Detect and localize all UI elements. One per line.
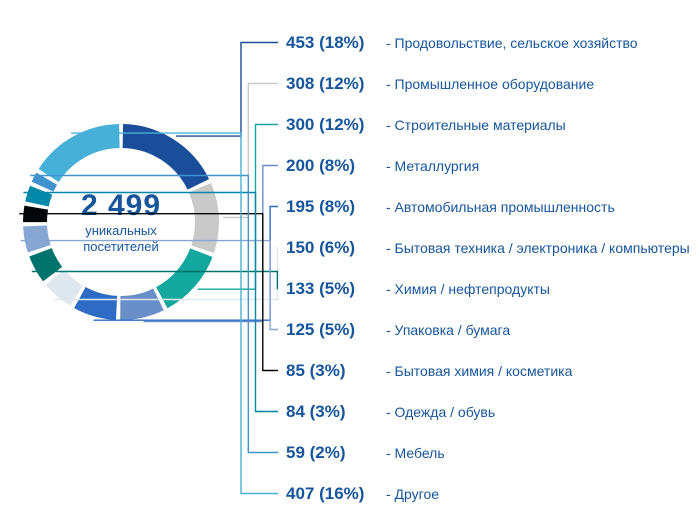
legend-label: - Бытовая химия / косметика (386, 363, 572, 379)
legend-value: 125 (5%) (286, 320, 386, 340)
legend-value: 407 (16%) (286, 484, 386, 504)
legend-row-4: 195 (8%)- Автомобильная промышленность (286, 186, 690, 227)
legend-row-7: 125 (5%)- Упаковка / бумага (286, 309, 690, 350)
legend-value: 300 (12%) (286, 115, 386, 135)
legend-value: 308 (12%) (286, 74, 386, 94)
legend-value: 133 (5%) (286, 279, 386, 299)
legend-label: - Продовольствие, сельское хозяйство (386, 35, 638, 51)
legend-label: - Одежда / обувь (386, 404, 495, 420)
leader-line-0 (176, 43, 278, 137)
legend: 453 (18%)- Продовольствие, сельское хозя… (286, 22, 690, 514)
legend-label: - Промышленное оборудование (386, 76, 594, 92)
legend-row-11: 407 (16%)- Другое (286, 473, 690, 514)
legend-row-0: 453 (18%)- Продовольствие, сельское хозя… (286, 22, 690, 63)
legend-value: 200 (8%) (286, 156, 386, 176)
legend-label: - Упаковка / бумага (386, 322, 510, 338)
legend-label: - Металлургия (386, 158, 479, 174)
donut-svg (23, 124, 219, 320)
legend-row-2: 300 (12%)- Строительные материалы (286, 104, 690, 145)
legend-row-6: 133 (5%)- Химия / нефтепродукты (286, 268, 690, 309)
legend-label: - Бытовая техника / электроника / компью… (386, 240, 690, 256)
legend-label: - Химия / нефтепродукты (386, 281, 550, 297)
legend-row-3: 200 (8%)- Металлургия (286, 145, 690, 186)
donut-chart: 2 499 уникальных посетителей (23, 124, 219, 320)
legend-row-1: 308 (12%)- Промышленное оборудование (286, 63, 690, 104)
legend-row-5: 150 (6%)- Бытовая техника / электроника … (286, 227, 690, 268)
legend-value: 85 (3%) (286, 361, 386, 381)
legend-label: - Мебель (386, 445, 445, 461)
legend-row-9: 84 (3%)- Одежда / обувь (286, 391, 690, 432)
legend-value: 150 (6%) (286, 238, 386, 258)
legend-row-10: 59 (2%)- Мебель (286, 432, 690, 473)
legend-value: 84 (3%) (286, 402, 386, 422)
legend-label: - Автомобильная промышленность (386, 199, 615, 215)
legend-value: 195 (8%) (286, 197, 386, 217)
leader-line-1 (223, 84, 278, 218)
legend-value: 453 (18%) (286, 33, 386, 53)
legend-value: 59 (2%) (286, 443, 386, 463)
legend-label: - Строительные материалы (386, 117, 566, 133)
legend-label: - Другое (386, 486, 439, 502)
legend-row-8: 85 (3%)- Бытовая химия / косметика (286, 350, 690, 391)
